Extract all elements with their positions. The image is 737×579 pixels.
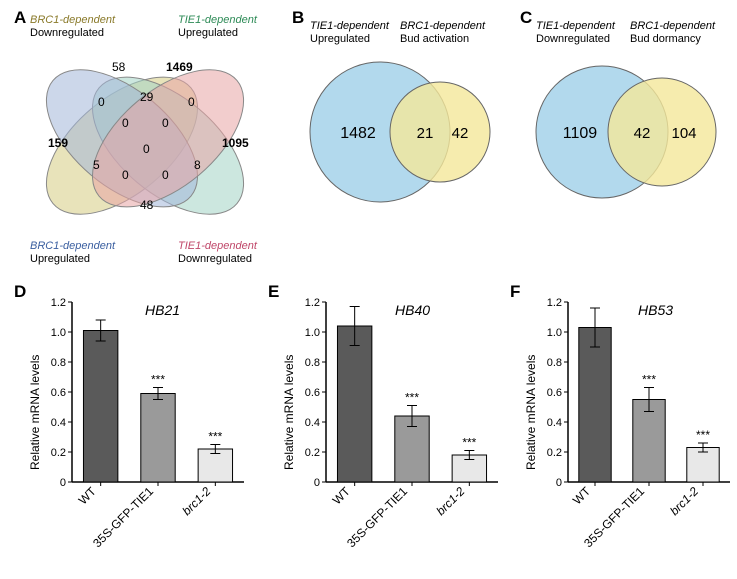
barchart-d: 0 0.2 0.4 0.6 0.8 1.0 1.2 WT *** 35S-GFP-TIE1 *** b… [40, 292, 250, 572]
svg-text:0.4: 0.4 [305, 417, 320, 429]
svg-text:0.8: 0.8 [305, 357, 320, 369]
bar [141, 394, 175, 483]
barchart-e: 0 0.2 0.4 0.6 0.8 1.0 1.2 WT *** 35S-GFP-TIE1 *** b… [294, 292, 504, 572]
label-brc1-down: BRC1-dependent Downregulated [30, 14, 115, 39]
svg-text:1.0: 1.0 [547, 327, 562, 339]
svg-text:0.4: 0.4 [547, 417, 562, 429]
svg-text:1.0: 1.0 [51, 327, 66, 339]
svg-text:brc1-2: brc1-2 [434, 484, 468, 518]
svg-text:0: 0 [314, 477, 320, 489]
n-z2: 0 [122, 116, 129, 130]
bar [579, 328, 611, 483]
svg-text:brc1-2: brc1-2 [180, 484, 214, 518]
svg-text:WT: WT [76, 484, 100, 508]
label-b-left: TIE1-dependent Upregulated [310, 20, 389, 45]
n-c-overlap: 42 [634, 125, 651, 142]
svg-text:0.4: 0.4 [51, 417, 66, 429]
n-bu-tu: 5 [93, 158, 100, 172]
svg-text:1.2: 1.2 [305, 297, 320, 309]
svg-text:35S-GFP-TIE1: 35S-GFP-TIE1 [90, 484, 156, 550]
svg-text:1.0: 1.0 [305, 327, 320, 339]
svg-text:0.6: 0.6 [547, 387, 562, 399]
label-tie1-up: TIE1-dependent Upregulated [178, 14, 257, 39]
panel-a-label: A [14, 8, 26, 28]
n-bd-tu: 29 [140, 90, 153, 104]
svg-text:WT: WT [330, 484, 354, 508]
panel-c-label: C [520, 8, 532, 28]
n-z3: 0 [162, 116, 169, 130]
svg-text:***: *** [405, 391, 419, 405]
svg-text:35S-GFP-TIE1: 35S-GFP-TIE1 [344, 484, 410, 550]
svg-text:brc1-2: brc1-2 [667, 484, 701, 518]
label-c-left: TIE1-dependent Downregulated [536, 20, 615, 45]
n-b-left: 1482 [340, 125, 376, 142]
svg-text:0.2: 0.2 [51, 447, 66, 459]
n-bd-td: 8 [194, 158, 201, 172]
barchart-f: 00.20.40.60.81.01.2WT***35S-GFP-TIE1***b… [536, 292, 736, 572]
svg-text:***: *** [151, 373, 165, 387]
label-tie1-down: TIE1-dependent Downregulated [178, 240, 257, 265]
n-z1: 0 [98, 95, 105, 109]
svg-text:***: *** [642, 373, 656, 387]
n-c-left: 1109 [563, 125, 598, 142]
svg-text:WT: WT [570, 484, 594, 508]
svg-text:***: *** [696, 428, 710, 442]
svg-text:0.6: 0.6 [305, 387, 320, 399]
label-brc1-up: BRC1-dependent Upregulated [30, 240, 115, 265]
n-z5: 0 [162, 168, 169, 182]
n-brc1up-only: 159 [48, 136, 68, 150]
svg-text:0.8: 0.8 [51, 357, 66, 369]
n-center: 0 [143, 142, 150, 156]
panel-e-label: E [268, 282, 279, 302]
svg-text:1.2: 1.2 [547, 297, 562, 309]
bar [83, 331, 117, 483]
panel-f-label: F [510, 282, 520, 302]
svg-text:0.2: 0.2 [305, 447, 320, 459]
n-brc1down-only: 58 [112, 60, 125, 74]
svg-text:0.8: 0.8 [547, 357, 562, 369]
label-c-right: BRC1-dependent Bud dormancy [630, 20, 715, 45]
svg-text:0.6: 0.6 [51, 387, 66, 399]
n-bu-td: 48 [140, 198, 153, 212]
n-tie1up-only: 1469 [166, 60, 193, 74]
svg-text:0: 0 [556, 477, 562, 489]
n-tie1down-only: 1095 [222, 136, 249, 150]
svg-text:1.2: 1.2 [51, 297, 66, 309]
svg-text:***: *** [208, 430, 222, 444]
panel-d-label: D [14, 282, 26, 302]
bar [687, 448, 719, 483]
panel-c-venn: 1109 42 104 [528, 52, 723, 212]
n-c-right: 104 [671, 125, 696, 142]
panel-b-venn: 1482 21 42 [300, 52, 495, 212]
n-b-overlap: 21 [417, 125, 434, 142]
label-b-right: BRC1-dependent Bud activation [400, 20, 485, 45]
svg-text:0: 0 [60, 477, 66, 489]
svg-text:***: *** [462, 436, 476, 450]
svg-text:0.2: 0.2 [547, 447, 562, 459]
n-z6: 0 [188, 95, 195, 109]
n-z4: 0 [122, 168, 129, 182]
bar [337, 326, 371, 482]
n-b-right: 42 [452, 125, 469, 142]
panel-b-label: B [292, 8, 304, 28]
